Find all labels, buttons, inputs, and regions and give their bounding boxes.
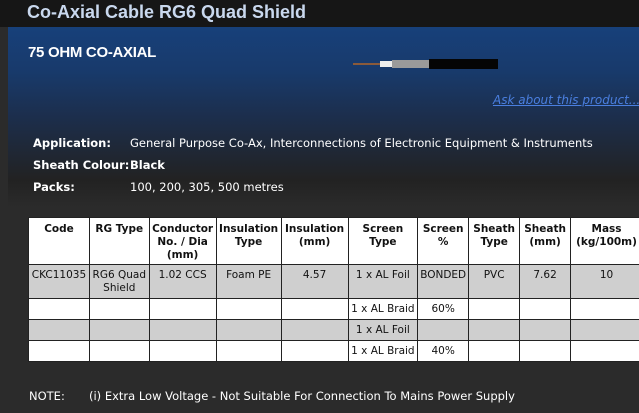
table-cell [468, 340, 521, 362]
packs-value: 100, 200, 305, 500 metres [130, 180, 284, 194]
table-cell [88, 298, 150, 320]
table-cell: 7.62 [519, 264, 572, 299]
sheath-colour-label: Sheath Colour: [33, 158, 130, 172]
packs-label: Packs: [33, 180, 75, 194]
table-cell [570, 298, 639, 320]
table-cell [468, 298, 521, 320]
table-cell: 1 x AL Foil [347, 264, 419, 299]
table-cell [570, 319, 639, 341]
table-cell [28, 298, 90, 320]
table-cell [468, 319, 521, 341]
column-header: Insulation Type [215, 217, 282, 265]
column-header: Conductor No. / Dia (mm) [148, 217, 217, 265]
table-row: 1 x AL Foil [28, 319, 639, 341]
table-cell [570, 340, 639, 362]
table-cell [280, 319, 349, 341]
table-cell [417, 319, 470, 341]
table-row: 1 x AL Braid 60% [28, 298, 639, 320]
page-title: Co-Axial Cable RG6 Quad Shield [27, 2, 307, 22]
column-header: Insulation (mm) [280, 217, 349, 265]
ask-about-product-link[interactable]: Ask about this product... [493, 93, 639, 107]
table-cell [519, 298, 572, 320]
table-cell: 60% [417, 298, 470, 320]
table-cell: 4.57 [280, 264, 349, 299]
table-cell [28, 319, 90, 341]
table-cell: 40% [417, 340, 470, 362]
top-bar: Co-Axial Cable RG6 Quad Shield [0, 0, 639, 27]
table-cell [519, 319, 572, 341]
note: NOTE: (i) Extra Low Voltage - Not Suitabl… [29, 389, 515, 403]
column-header: Sheath Type [468, 217, 521, 265]
table-cell [88, 340, 150, 362]
application-row: Application: General Purpose Co-Ax, Inter… [33, 136, 593, 150]
product-subtitle: 75 OHM CO-AXIAL [28, 44, 157, 61]
column-header: Screen % [417, 217, 470, 265]
table-cell: RG6 Quad Shield [88, 264, 150, 299]
table-cell: BONDED [417, 264, 470, 299]
sheath-colour-value: Black [130, 158, 165, 172]
table-cell: 10 [570, 264, 639, 299]
table-cell [148, 298, 217, 320]
table-row: CKC11035 RG6 Quad Shield 1.02 CCS Foam P… [28, 264, 639, 299]
table-cell [280, 298, 349, 320]
table-cell: 1 x AL Foil [347, 319, 419, 341]
column-header: Screen Type [347, 217, 419, 265]
table-cell: Foam PE [215, 264, 282, 299]
table-cell [28, 340, 90, 362]
application-value: General Purpose Co-Ax, Interconnections … [130, 136, 593, 150]
table-cell [215, 340, 282, 362]
spec-table: Code RG Type Conductor No. / Dia (mm) In… [28, 217, 639, 362]
application-label: Application: [33, 136, 111, 150]
packs-row: Packs: 100, 200, 305, 500 metres [33, 180, 284, 194]
table-cell [280, 340, 349, 362]
column-header: Code [28, 217, 90, 265]
table-cell: PVC [468, 264, 521, 299]
table-cell [519, 340, 572, 362]
column-header: Sheath (mm) [519, 217, 572, 265]
table-cell: 1 x AL Braid [347, 340, 419, 362]
column-header: RG Type [88, 217, 150, 265]
table-cell: CKC11035 [28, 264, 90, 299]
table-cell [215, 319, 282, 341]
cable-image [353, 59, 498, 69]
column-header: Mass (kg/100m) [570, 217, 639, 265]
table-row: 1 x AL Braid 40% [28, 340, 639, 362]
table-cell [215, 298, 282, 320]
table-cell [148, 340, 217, 362]
note-text: (i) Extra Low Voltage - Not Suitable For… [89, 389, 515, 403]
table-cell: 1 x AL Braid [347, 298, 419, 320]
table-header-row: Code RG Type Conductor No. / Dia (mm) In… [28, 217, 639, 265]
product-banner [8, 27, 639, 207]
table-cell [88, 319, 150, 341]
sheath-colour-row: Sheath Colour:Black [33, 158, 165, 172]
note-label: NOTE: [29, 389, 65, 403]
table-cell [148, 319, 217, 341]
table-cell: 1.02 CCS [148, 264, 217, 299]
